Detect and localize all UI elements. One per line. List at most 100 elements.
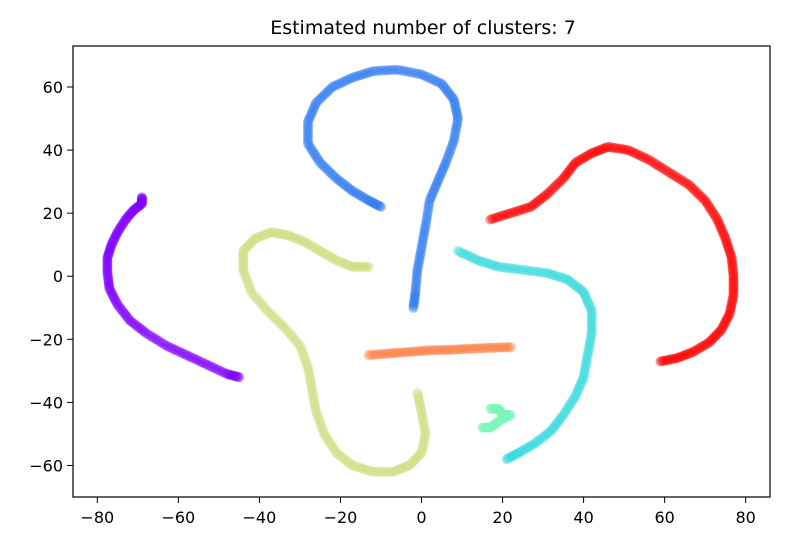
data-point <box>297 235 307 246</box>
data-point <box>582 150 593 161</box>
data-point <box>574 283 585 294</box>
data-point <box>553 415 564 426</box>
data-point <box>311 243 322 254</box>
data-point <box>303 122 313 133</box>
data-point <box>640 153 651 164</box>
data-point <box>705 335 716 346</box>
data-point <box>424 198 435 209</box>
data-point <box>588 147 599 158</box>
data-point <box>266 309 277 320</box>
data-point <box>313 155 324 166</box>
data-point <box>673 352 684 363</box>
data-point <box>374 349 384 360</box>
data-point <box>367 66 378 77</box>
data-point <box>282 326 293 337</box>
data-point <box>485 403 496 414</box>
data-point <box>128 318 139 329</box>
data-point <box>720 317 731 327</box>
data-point <box>331 447 342 458</box>
data-point <box>241 273 252 284</box>
data-point <box>725 249 736 260</box>
data-point <box>184 351 194 362</box>
data-point <box>504 410 515 420</box>
data-point <box>219 367 230 378</box>
data-point <box>132 201 143 212</box>
data-point <box>337 178 348 189</box>
data-point <box>357 463 368 474</box>
data-point <box>495 406 505 417</box>
data-point <box>309 242 320 253</box>
data-point <box>371 199 382 210</box>
data-point <box>359 261 370 272</box>
data-point <box>584 301 595 312</box>
data-point <box>362 465 373 476</box>
data-point <box>503 208 514 219</box>
data-point <box>517 264 528 275</box>
data-point <box>337 77 348 88</box>
data-point <box>582 350 593 361</box>
data-point <box>503 453 514 464</box>
data-point <box>347 261 358 272</box>
data-point <box>413 390 423 401</box>
data-point <box>323 436 334 446</box>
data-point <box>290 233 301 244</box>
data-point <box>383 466 394 477</box>
data-point <box>690 345 700 356</box>
data-point <box>310 150 321 161</box>
data-point <box>561 169 572 180</box>
data-point <box>475 256 486 267</box>
data-point <box>417 445 427 456</box>
data-point <box>181 350 192 361</box>
data-point <box>388 466 399 477</box>
data-point <box>468 253 479 264</box>
data-point <box>309 148 320 159</box>
y-tick-label: 40 <box>43 141 63 160</box>
data-point <box>303 136 313 146</box>
data-point <box>108 235 119 245</box>
data-point <box>361 261 372 272</box>
data-point <box>696 342 707 353</box>
data-point <box>298 348 308 359</box>
data-point <box>229 371 240 381</box>
data-point <box>272 315 283 326</box>
data-point <box>495 211 506 222</box>
data-point <box>509 450 520 461</box>
data-point <box>559 273 570 284</box>
data-point <box>552 179 563 190</box>
data-point <box>325 167 336 178</box>
data-point <box>558 173 569 184</box>
data-point <box>586 325 597 336</box>
data-point <box>441 154 452 165</box>
data-point <box>146 331 156 342</box>
data-point <box>580 361 591 372</box>
data-point <box>586 305 597 316</box>
data-point <box>540 430 551 441</box>
cluster-4 <box>477 403 516 433</box>
data-point <box>351 261 362 272</box>
data-point <box>248 235 259 245</box>
data-point <box>450 124 461 135</box>
x-tick-label: −40 <box>243 508 277 527</box>
data-point <box>372 466 383 477</box>
data-point <box>355 190 366 201</box>
data-point <box>579 366 590 377</box>
data-point <box>108 236 118 247</box>
data-point <box>366 197 377 208</box>
data-point <box>439 160 450 171</box>
data-point <box>410 284 421 295</box>
data-point <box>710 331 721 342</box>
data-point <box>424 72 435 83</box>
data-point <box>319 248 330 259</box>
data-point <box>331 173 342 184</box>
data-point <box>498 410 509 420</box>
data-point <box>578 153 589 163</box>
data-point <box>130 203 141 214</box>
data-point <box>250 233 261 244</box>
data-point <box>427 188 438 199</box>
data-point <box>495 415 505 426</box>
data-point <box>615 143 626 154</box>
data-point <box>105 242 116 253</box>
data-point <box>480 257 491 268</box>
data-point <box>105 285 116 296</box>
data-point <box>583 344 594 355</box>
